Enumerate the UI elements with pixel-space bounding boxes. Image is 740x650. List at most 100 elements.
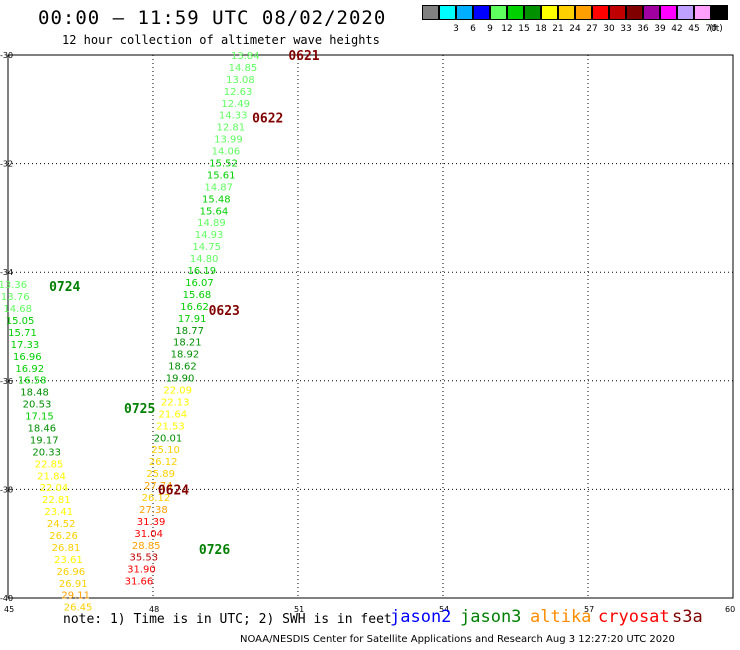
- wave-height-value: 18.62: [168, 362, 197, 373]
- wave-height-value: 20.01: [154, 433, 183, 444]
- legend-label: 18: [535, 24, 547, 34]
- wave-height-value: 18.21: [173, 338, 202, 349]
- time-label: 0726: [199, 543, 230, 558]
- wave-height-value: 12.63: [224, 87, 253, 98]
- wave-height-value: 14.33: [219, 111, 248, 122]
- wave-height-value: 27.38: [139, 505, 168, 516]
- wave-height-value: 21.84: [37, 471, 66, 482]
- legend-swatch: [592, 5, 609, 20]
- wave-height-value: 15.52: [209, 159, 238, 170]
- legend-swatch: [660, 5, 677, 20]
- wave-height-value: 13.99: [214, 135, 243, 146]
- satellite-jason3: jason3: [460, 607, 522, 627]
- time-label: 0624: [158, 483, 189, 498]
- wave-height-value: 25.89: [146, 469, 175, 480]
- wave-height-value: 13.76: [1, 292, 30, 303]
- time-label: 0725: [124, 402, 155, 417]
- x-tick-label: 45: [4, 605, 14, 614]
- wave-height-value: 27.74: [144, 481, 173, 492]
- legend-label: 12: [501, 24, 513, 34]
- wave-height-value: 16.07: [185, 278, 214, 289]
- y-tick-label: -30: [0, 51, 13, 60]
- legend-swatch: [677, 5, 694, 20]
- y-tick-label: -36: [0, 377, 13, 386]
- wave-height-value: 12.81: [216, 123, 245, 134]
- legend-swatch: [558, 5, 575, 20]
- wave-height-value: 13.08: [226, 75, 255, 86]
- time-label: 0724: [49, 280, 80, 295]
- x-tick-label: 57: [584, 605, 594, 614]
- wave-height-value: 18.48: [20, 388, 49, 399]
- wave-height-value: 14.80: [190, 254, 219, 265]
- legend-label: 39: [654, 24, 666, 34]
- wave-height-value: 25.10: [151, 445, 180, 456]
- wave-height-value: 31.39: [137, 517, 166, 528]
- wave-height-value: 26.91: [59, 579, 88, 590]
- wave-height-value: 19.17: [30, 435, 59, 446]
- wave-height-value: 26.81: [52, 543, 81, 554]
- x-tick-label: 51: [294, 605, 304, 614]
- wave-height-value: 23.41: [44, 507, 73, 518]
- wave-height-value: 35.53: [129, 553, 158, 564]
- legend-label: 9: [487, 24, 493, 34]
- x-tick-label: 54: [439, 605, 449, 614]
- legend-label: 30: [603, 24, 615, 34]
- legend-label: 70: [705, 24, 717, 34]
- legend-label: 33: [620, 24, 632, 34]
- legend-swatch: [541, 5, 558, 20]
- wave-height-value: 29.11: [61, 591, 90, 602]
- wave-height-value: 13.36: [0, 280, 27, 291]
- legend-swatch: [490, 5, 507, 20]
- legend-swatch: [507, 5, 524, 20]
- wave-height-value: 15.61: [207, 170, 236, 181]
- wave-height-value: 21.64: [158, 409, 187, 420]
- wave-height-value: 15.48: [202, 194, 231, 205]
- wave-height-value: 26.96: [57, 567, 86, 578]
- wave-height-value: 16.96: [13, 352, 42, 363]
- wave-height-value: 15.68: [183, 290, 212, 301]
- wave-height-value: 28.85: [132, 541, 161, 552]
- wave-height-value: 16.58: [18, 376, 47, 387]
- legend-swatch: [439, 5, 456, 20]
- wave-height-value: 13.84: [231, 51, 260, 62]
- legend-swatch: [524, 5, 541, 20]
- map-frame: [7, 54, 734, 599]
- legend-swatch: [643, 5, 660, 20]
- wave-height-value: 18.46: [28, 423, 57, 434]
- wave-height-value: 14.06: [212, 147, 241, 158]
- wave-height-value: 15.71: [8, 328, 37, 339]
- wave-height-value: 24.52: [47, 519, 76, 530]
- wave-height-value: 18.77: [175, 326, 204, 337]
- wave-height-value: 26.45: [64, 603, 93, 614]
- legend-swatch: [473, 5, 490, 20]
- wave-height-value: 16.62: [180, 302, 209, 313]
- legend-swatch: [626, 5, 643, 20]
- y-tick-label: -40: [0, 594, 13, 603]
- wave-height-value: 20.33: [32, 447, 61, 458]
- wave-height-value: 22.09: [163, 385, 192, 396]
- time-label: 0623: [209, 304, 240, 319]
- time-label: 0621: [288, 49, 319, 64]
- chart-title: 00:00 – 11:59 UTC 08/02/2020: [38, 7, 387, 29]
- y-tick-label: -38: [0, 485, 13, 494]
- legend-swatch: [609, 5, 626, 20]
- wave-height-value: 15.64: [200, 206, 229, 217]
- legend-swatch: [711, 5, 728, 20]
- legend-swatch: [694, 5, 711, 20]
- time-label: 0622: [252, 111, 283, 126]
- wave-height-value: 14.87: [204, 182, 233, 193]
- wave-height-value: 18.92: [171, 350, 200, 361]
- x-tick-label: 48: [149, 605, 159, 614]
- wave-height-value: 20.53: [23, 400, 52, 411]
- y-tick-label: -32: [0, 160, 13, 169]
- legend-unit: (ft): [709, 24, 723, 34]
- legend-swatch: [575, 5, 592, 20]
- wave-height-value: 21.53: [156, 421, 185, 432]
- wave-height-value: 26.12: [142, 493, 171, 504]
- y-tick-label: -34: [0, 268, 13, 277]
- legend-label: 24: [569, 24, 581, 34]
- legend-label: 3: [453, 24, 459, 34]
- wave-height-value: 12.49: [221, 99, 250, 110]
- wave-height-value: 22.04: [40, 483, 69, 494]
